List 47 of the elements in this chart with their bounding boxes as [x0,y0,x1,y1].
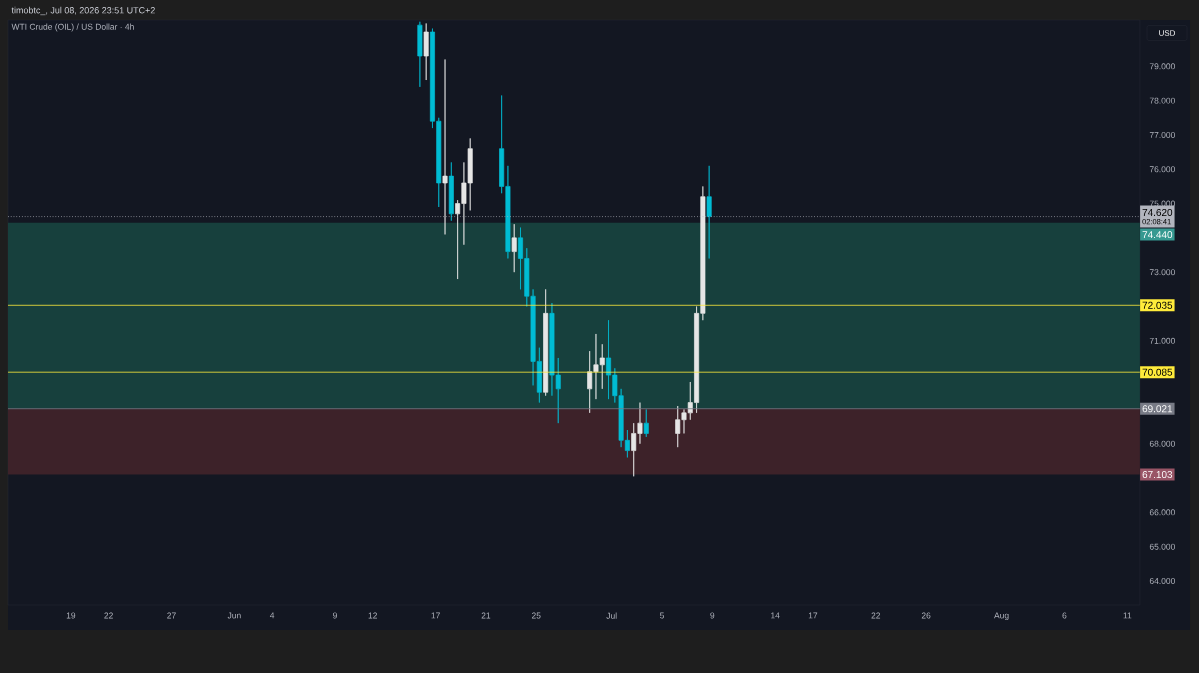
x-tick-label: 22 [104,612,113,619]
x-tick-label: 14 [771,612,780,619]
candlestick [543,288,549,397]
x-tick-label: 6 [1062,612,1067,619]
x-tick-label: 9 [710,612,715,619]
candlestick [511,223,517,273]
y-tick-label: 75.000 [1149,200,1175,207]
x-tick-label: Jul [606,612,617,619]
band-label: 67.103 [1142,470,1173,479]
y-tick-label: 64.000 [1149,577,1175,584]
x-tick-label: 25 [531,612,541,619]
y-tick-label: 79.000 [1149,63,1175,70]
ref-line-label: 72.035 [1142,301,1173,309]
ref-line-label: 74.620 [1142,208,1173,216]
text: timobtc_, Jul 08, 2026 23:51 UTC+2 [11,6,155,16]
x-tick-label: 19 [66,612,76,619]
y-tick-label: 66.000 [1149,509,1175,516]
x-tick-label: 9 [333,612,337,619]
candlestick [442,59,448,235]
x-tick-label: 21 [481,612,491,619]
y-tick-label: 76.000 [1149,166,1175,173]
x-tick-label: 17 [808,612,818,619]
x-tick-label: Jun [227,612,241,619]
x-tick-label: Aug [994,612,1009,621]
candlestick [706,165,712,259]
x-tick-label: 22 [871,612,881,619]
y-tick-label: 71.000 [1149,337,1175,344]
candlestick [448,162,454,222]
x-tick-label: 4 [269,612,275,619]
ref-line-label: 69.021 [1142,405,1173,413]
band-label: 74.440 [1142,231,1173,239]
y-tick-label: 68.000 [1149,440,1175,447]
x-tick-label: 5 [659,612,664,619]
candlestick [417,21,423,88]
y-tick-label: 73.000 [1149,269,1175,276]
candlestick [423,23,429,81]
y-tick-label: 77.000 [1149,131,1175,138]
x-tick-label: 12 [368,612,377,619]
x-tick-label: 26 [921,612,931,619]
x-tick-label: 17 [431,612,440,619]
ref-line-label: 70.085 [1142,368,1173,376]
x-tick-label: 11 [1123,612,1132,619]
chart-title: WTI Crude (OIL) / US Dollar · 4h [11,23,134,32]
candlestick [643,409,649,438]
x-tick-label: 27 [167,612,176,619]
y-tick-label: 65.000 [1149,543,1175,550]
y-tick-label: 78.000 [1149,97,1175,104]
